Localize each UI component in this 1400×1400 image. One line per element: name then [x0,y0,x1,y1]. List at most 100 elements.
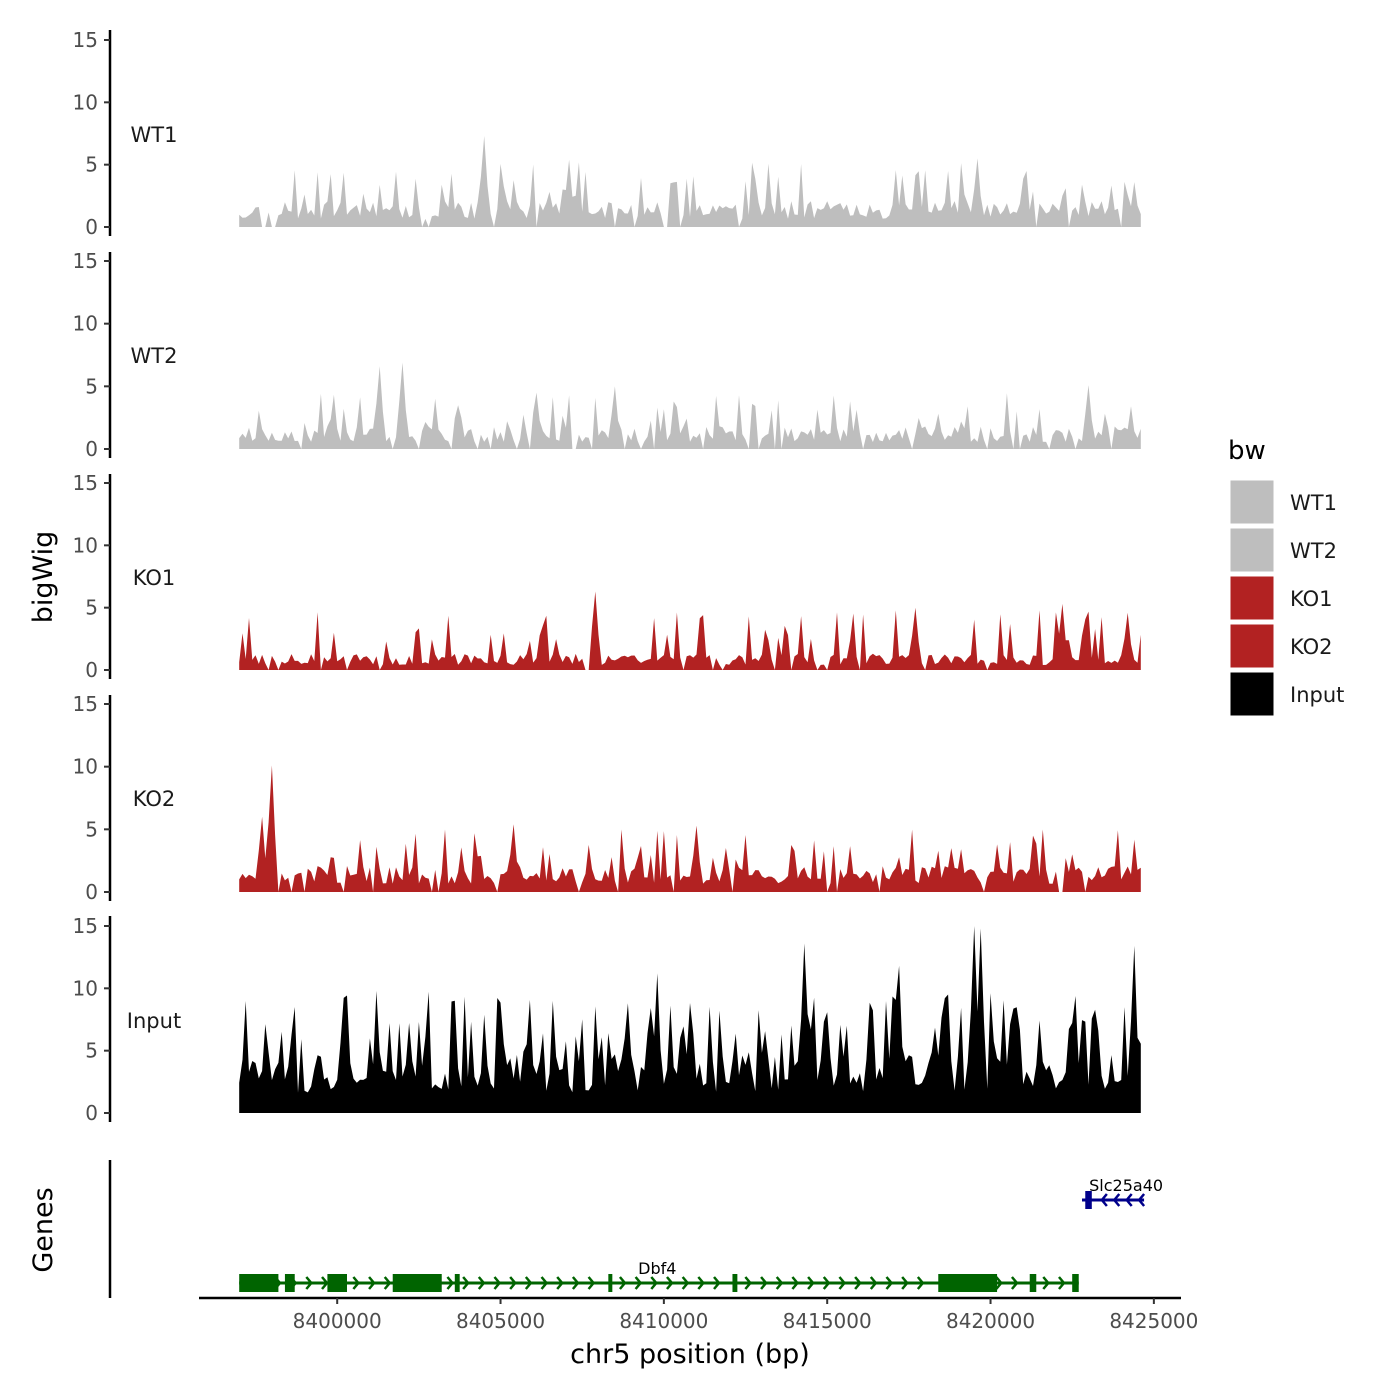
strand-arrow [760,1276,768,1290]
strand-arrow [477,1276,486,1290]
strand-arrow [446,1276,455,1290]
strand-arrow [666,1276,674,1290]
track-wt2: 0 5 10 15 WT2 [73,249,1141,461]
strand-arrow [571,1276,580,1290]
x-tick-label: 8410000 [619,1309,708,1333]
legend-key-ko2 [1229,623,1275,669]
y-tick-label: 10 [73,533,98,557]
track-label-wt2: WT2 [131,344,178,368]
y-tick-label: 5 [85,596,98,620]
strand-arrow [462,1276,470,1290]
x-tick-label: 8425000 [1109,1309,1198,1333]
gene-label: Slc25a40 [1089,1176,1163,1195]
bigwig-tracks: 0 5 10 15 WT1 0 5 10 15 WT2 0 5 10 15 KO1 0 5 10 15 KO2 0 5 10… [73,28,1141,1125]
strand-arrow [305,1276,313,1290]
strand-arrow [916,1276,925,1290]
x-tick-label: 8420000 [946,1309,1035,1333]
exon-block [392,1274,442,1292]
track-label-input: Input [127,1009,181,1033]
track-ko2: 0 5 10 15 KO2 [73,692,1141,904]
x-axis: 8400000 8405000 8410000 8415000 8420000 84250… [199,1296,1198,1333]
y-tick-label: 0 [85,437,98,461]
y-axis-title-genes: Genes [28,1187,59,1272]
track-label-ko2: KO2 [133,787,176,811]
legend-label-input: Input [1290,683,1344,707]
x-tick-label: 8400000 [293,1309,382,1333]
exon-block [1029,1274,1037,1292]
legend-label-wt1: WT1 [1290,491,1337,515]
strand-arrow [1100,1193,1108,1207]
y-tick-label: 10 [73,90,98,114]
exon-block [454,1274,460,1292]
gene-dbf4: Dbf4 [239,1259,1079,1292]
strand-arrow [650,1276,658,1290]
strand-arrow [807,1276,815,1290]
legend: bw WT1 WT2 KO1 KO2 Input [1228,436,1344,717]
gene-track: Dbf4 Slc25a40 [108,1160,1163,1298]
strand-arrow [1112,1193,1121,1207]
strand-arrow [869,1276,878,1290]
exon-block [239,1274,279,1292]
strand-arrow [681,1276,690,1290]
strand-arrow [995,1276,1003,1290]
legend-key-wt1 [1229,479,1275,525]
strand-arrow [540,1276,549,1290]
strand-arrow [697,1276,705,1290]
track-wt1: 0 5 10 15 WT1 [73,28,1141,239]
gene-slc25a40: Slc25a40 [1082,1176,1163,1209]
strand-arrow [321,1276,329,1290]
legend-label-wt2: WT2 [1290,539,1337,563]
x-tick-label: 8415000 [783,1309,872,1333]
strand-arrow [509,1276,517,1290]
track-ko1: 0 5 10 15 KO1 [73,471,1141,682]
gene-label: Dbf4 [638,1259,676,1278]
exon-block [732,1274,738,1292]
legend-key-input [1229,671,1275,717]
strand-arrow [744,1276,752,1290]
legend-key-ko1 [1229,575,1275,621]
strand-arrow [901,1276,909,1290]
y-tick-label: 15 [73,692,98,716]
y-tick-label: 5 [85,153,98,177]
y-tick-label: 15 [73,471,98,495]
legend-label-ko1: KO1 [1290,587,1333,611]
strand-arrow [713,1276,721,1290]
y-tick-label: 0 [85,658,98,682]
strand-arrow [822,1276,831,1290]
exon-block [1072,1274,1079,1292]
exon-block [284,1274,295,1292]
signal-area-wt2 [239,362,1141,449]
strand-arrow [618,1276,627,1290]
strand-arrow [1042,1276,1050,1290]
y-tick-label: 5 [85,374,98,398]
y-tick-label: 15 [73,249,98,273]
strand-arrow [524,1276,533,1290]
strand-arrow [1010,1276,1019,1290]
track-label-ko1: KO1 [133,566,176,590]
y-tick-label: 10 [73,755,98,779]
legend-label-ko2: KO2 [1290,635,1333,659]
signal-area-wt1 [239,136,1141,227]
exon-block [938,1274,998,1292]
y-tick-label: 15 [73,28,98,52]
exon-block [1085,1191,1092,1209]
strand-arrow [885,1276,894,1290]
signal-area-ko1 [239,591,1141,670]
strand-arrow [352,1276,360,1290]
y-tick-label: 10 [73,312,98,336]
x-tick-label: 8405000 [456,1309,545,1333]
exon-block [608,1274,613,1292]
signal-area-ko2 [239,765,1141,892]
y-tick-label: 15 [73,914,98,938]
strand-arrow [634,1276,643,1290]
y-tick-label: 5 [85,1039,98,1063]
legend-title: bw [1228,436,1266,466]
y-axis-title-bigwig: bigWig [28,531,59,624]
y-tick-label: 0 [85,880,98,904]
y-tick-label: 5 [85,817,98,841]
strand-arrow [368,1276,376,1290]
y-tick-label: 0 [85,215,98,239]
strand-arrow [854,1276,862,1290]
signal-area-input [239,926,1141,1113]
